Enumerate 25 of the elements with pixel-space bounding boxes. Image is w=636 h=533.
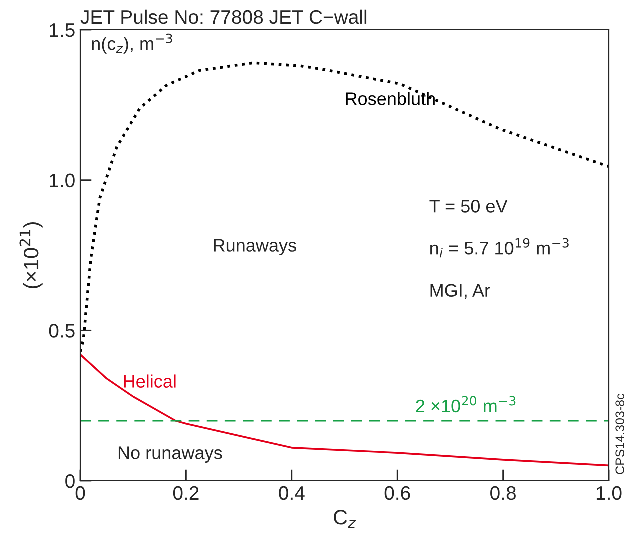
y-tick-label: 0 [66,474,75,488]
y-tick-label: 1.0 [50,174,75,188]
line-series [80,62,609,354]
x-tick-label: 1.0 [596,486,622,500]
annotation: T = 50 eV [430,200,508,213]
x-tick-label: 0.6 [384,486,410,500]
chart-title: JET Pulse No: 77808 JET C−wall [80,10,367,24]
line-series [80,354,609,467]
annotation: MGI, Ar [430,284,490,300]
x-tick-label: 0.4 [279,486,305,500]
x-tick-label: 0 [76,486,86,500]
series-label: Rosenbluth [346,92,435,106]
x-axis-title: C$_{z}$ [334,510,356,528]
y-axis-title: (×10$^{21}$) [20,222,43,288]
annotation: No runaways [118,446,222,463]
x-tick-label: 0.2 [173,486,199,500]
y-tick-label: 0.5 [49,324,75,338]
series-label: Helical [124,374,176,388]
y-tick-label: 1.5 [50,24,75,38]
annotation: n(c$_{z}$), m$^{−3}$ [92,34,172,54]
annotation: Runaways [214,239,296,256]
ref-line-label: 2 ×10$^{20}$ m$^{−3}$ [416,396,516,413]
x-tick-label: 0.8 [490,486,516,500]
annotation: n$_{i}$ = 5.7 10$^{19}$ m$^{−3}$ [430,238,569,258]
text: CPS14.303-8c [616,394,625,474]
